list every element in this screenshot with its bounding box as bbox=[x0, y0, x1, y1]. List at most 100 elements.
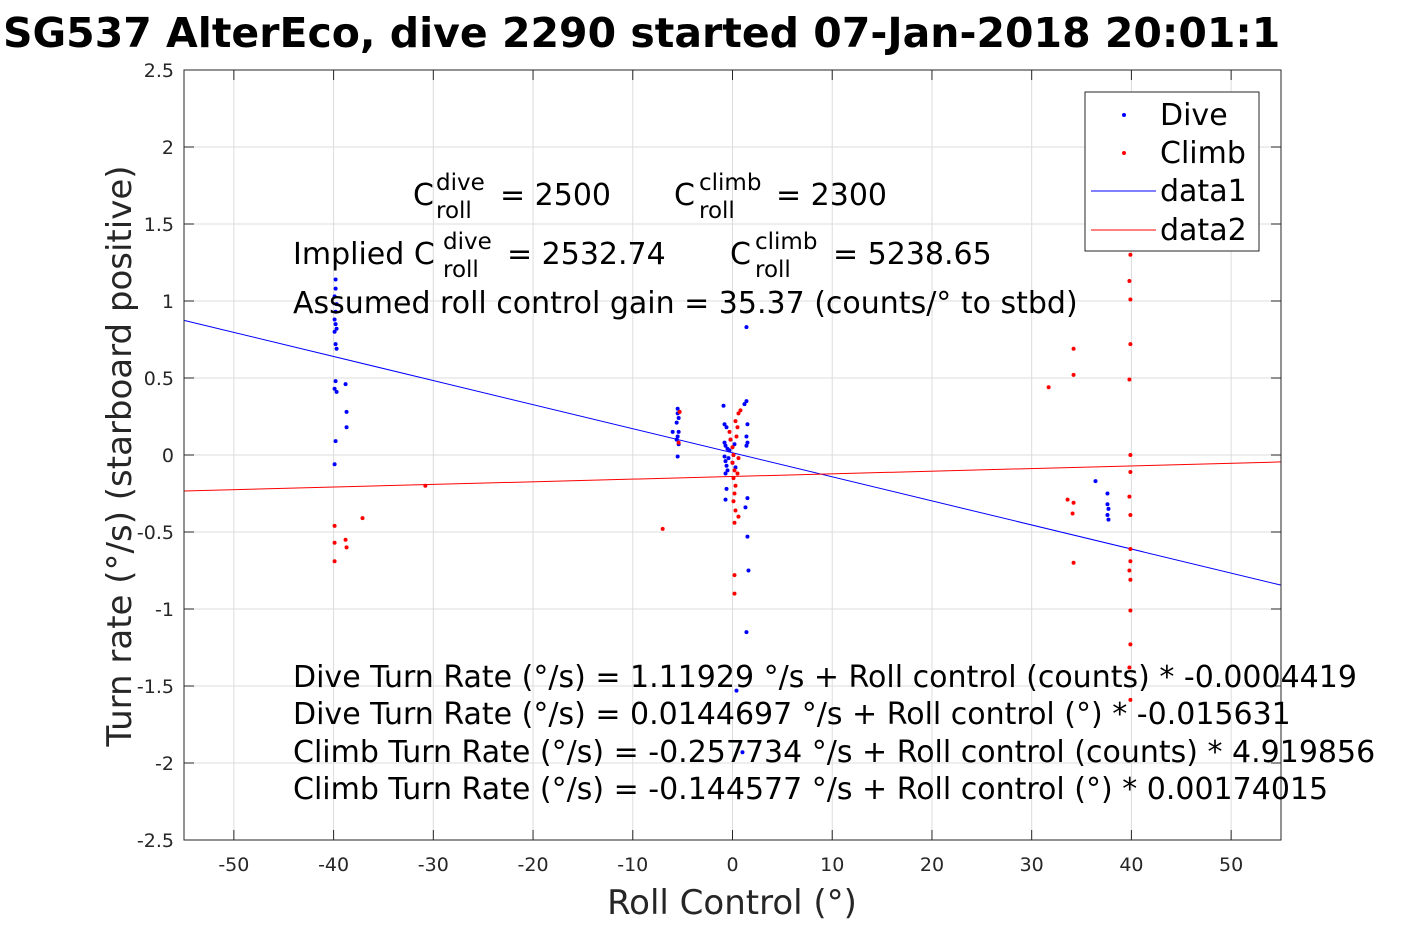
dive-point bbox=[332, 462, 337, 467]
x-tick-label: -30 bbox=[418, 854, 449, 876]
legend: Dive Climb data1 data2 bbox=[1084, 91, 1260, 252]
croll-climb-annotation: C climb roll = 2300 bbox=[674, 170, 887, 224]
y-tick-label: -1 bbox=[155, 599, 174, 621]
dive-point bbox=[344, 409, 349, 414]
climb-point bbox=[1065, 497, 1070, 502]
climb-point bbox=[1071, 560, 1076, 565]
climb-point bbox=[344, 545, 349, 550]
implied-dive-sub: roll bbox=[443, 257, 479, 283]
climb-point bbox=[1128, 342, 1133, 347]
dive-point bbox=[724, 486, 729, 491]
dive-point bbox=[724, 463, 729, 468]
dive-point bbox=[333, 286, 338, 291]
climb-point bbox=[1128, 252, 1133, 257]
climb-point bbox=[1128, 559, 1133, 564]
dive-point bbox=[722, 422, 727, 427]
dive-point bbox=[727, 448, 732, 453]
climb-point bbox=[343, 537, 348, 542]
climb-point bbox=[736, 456, 741, 461]
y-tick-label: -1.5 bbox=[137, 676, 174, 698]
climb-point bbox=[676, 440, 681, 445]
dive-point bbox=[723, 471, 728, 476]
climb-point bbox=[735, 471, 740, 476]
x-tick-label: -50 bbox=[218, 854, 249, 876]
dive-point bbox=[334, 389, 339, 394]
dive-point bbox=[332, 329, 337, 334]
climb-point bbox=[732, 573, 737, 578]
legend-box bbox=[1084, 91, 1260, 252]
dive-point bbox=[675, 434, 680, 439]
climb-point bbox=[1128, 642, 1133, 647]
climb-point bbox=[1046, 385, 1051, 390]
dive-point bbox=[744, 399, 749, 404]
legend-label-data1: data1 bbox=[1160, 174, 1247, 209]
implied-climb-annotation: C climb roll = 5238.65 bbox=[730, 229, 992, 283]
croll-climb-prefix: C bbox=[674, 178, 695, 213]
fit-equation-dive-counts: Dive Turn Rate (°/s) = 1.11929 °/s + Rol… bbox=[293, 660, 1357, 695]
climb-point bbox=[1070, 511, 1075, 516]
implied-dive-value: = 2532.74 bbox=[507, 237, 666, 272]
dive-point bbox=[723, 443, 728, 448]
x-tick-label: 40 bbox=[1119, 854, 1143, 876]
climb-point bbox=[733, 508, 738, 513]
implied-dive-sup: dive bbox=[443, 229, 492, 255]
y-axis-label: Turn rate (°/s) (starboard positive) bbox=[100, 165, 140, 747]
climb-point bbox=[1128, 469, 1133, 474]
croll-climb-sub: roll bbox=[699, 198, 735, 224]
x-tick-label: -10 bbox=[617, 854, 648, 876]
dive-point bbox=[742, 402, 747, 407]
dive-point bbox=[334, 326, 339, 331]
climb-point bbox=[736, 514, 741, 519]
dive-point bbox=[676, 416, 681, 421]
climb-point bbox=[738, 408, 743, 413]
fit-equation-climb-counts: Climb Turn Rate (°/s) = -0.257734 °/s + … bbox=[293, 735, 1375, 770]
dive-point bbox=[722, 454, 727, 459]
dive-point bbox=[722, 440, 727, 445]
dive-point bbox=[723, 459, 728, 464]
climb-point bbox=[1128, 608, 1133, 613]
chart-title: SG537 AlterEco, dive 2290 started 07-Jan… bbox=[3, 9, 1280, 57]
dive-point bbox=[674, 420, 679, 425]
dive-point bbox=[1105, 502, 1110, 507]
climb-point bbox=[1128, 513, 1133, 518]
y-tick-label: -2.5 bbox=[137, 830, 174, 852]
climb-point bbox=[360, 516, 365, 521]
legend-label-climb: Climb bbox=[1160, 136, 1246, 171]
dive-point bbox=[334, 302, 339, 307]
axis-ticks: -50 -40 -30 -20 -10 0 10 20 30 40 50 2.5 2 1.5 1 0.5 0 -0… bbox=[137, 60, 1281, 876]
dive-point bbox=[733, 465, 738, 470]
croll-dive-annotation: C dive roll = 2500 bbox=[413, 170, 611, 224]
climb-point bbox=[728, 437, 733, 442]
implied-dive-prefix: Implied C bbox=[293, 237, 435, 272]
dive-point bbox=[743, 505, 748, 510]
croll-climb-sup: climb bbox=[699, 170, 761, 196]
climb-point bbox=[736, 411, 741, 416]
dive-point bbox=[332, 317, 337, 322]
dive-point bbox=[725, 468, 730, 473]
y-tick-label: -0.5 bbox=[137, 522, 174, 544]
x-tick-label: -20 bbox=[518, 854, 549, 876]
climb-point bbox=[1128, 546, 1133, 551]
dive-point bbox=[745, 534, 750, 539]
implied-dive-annotation: Implied C dive roll = 2532.74 bbox=[293, 229, 666, 283]
y-tick-label: -2 bbox=[155, 753, 174, 775]
climb-point bbox=[730, 460, 735, 465]
implied-climb-prefix: C bbox=[730, 237, 751, 272]
x-tick-label: 10 bbox=[820, 854, 844, 876]
x-tick-label: 30 bbox=[1020, 854, 1044, 876]
legend-label-dive: Dive bbox=[1160, 98, 1228, 133]
dive-point bbox=[676, 429, 681, 434]
legend-label-data2: data2 bbox=[1160, 213, 1247, 248]
dive-point bbox=[1106, 506, 1111, 511]
dive-point bbox=[721, 403, 726, 408]
implied-climb-sub: roll bbox=[755, 257, 791, 283]
climb-point bbox=[733, 419, 738, 424]
x-tick-label: 0 bbox=[726, 854, 738, 876]
y-tick-label: 2.5 bbox=[144, 60, 174, 82]
dive-point bbox=[333, 309, 338, 314]
climb-point bbox=[1127, 278, 1132, 283]
y-tick-label: 2 bbox=[162, 137, 174, 159]
dive-point bbox=[333, 439, 338, 444]
dive-point bbox=[740, 750, 745, 755]
